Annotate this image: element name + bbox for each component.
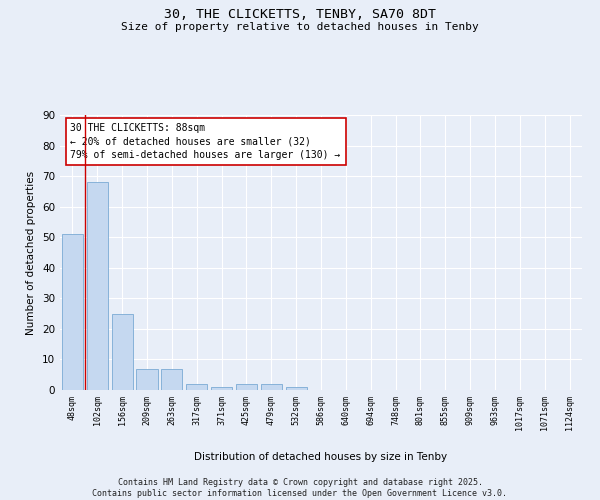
Bar — [112, 314, 133, 390]
Bar — [286, 387, 307, 390]
Bar — [87, 182, 108, 390]
Text: 30 THE CLICKETTS: 88sqm
← 20% of detached houses are smaller (32)
79% of semi-de: 30 THE CLICKETTS: 88sqm ← 20% of detache… — [70, 123, 341, 160]
Bar — [186, 384, 207, 390]
Bar — [62, 234, 83, 390]
Text: 30, THE CLICKETTS, TENBY, SA70 8DT: 30, THE CLICKETTS, TENBY, SA70 8DT — [164, 8, 436, 20]
Bar — [236, 384, 257, 390]
Bar — [161, 368, 182, 390]
Y-axis label: Number of detached properties: Number of detached properties — [26, 170, 37, 334]
Text: Size of property relative to detached houses in Tenby: Size of property relative to detached ho… — [121, 22, 479, 32]
Text: Contains HM Land Registry data © Crown copyright and database right 2025.
Contai: Contains HM Land Registry data © Crown c… — [92, 478, 508, 498]
Text: Distribution of detached houses by size in Tenby: Distribution of detached houses by size … — [194, 452, 448, 462]
Bar — [136, 368, 158, 390]
Bar — [211, 387, 232, 390]
Bar — [261, 384, 282, 390]
